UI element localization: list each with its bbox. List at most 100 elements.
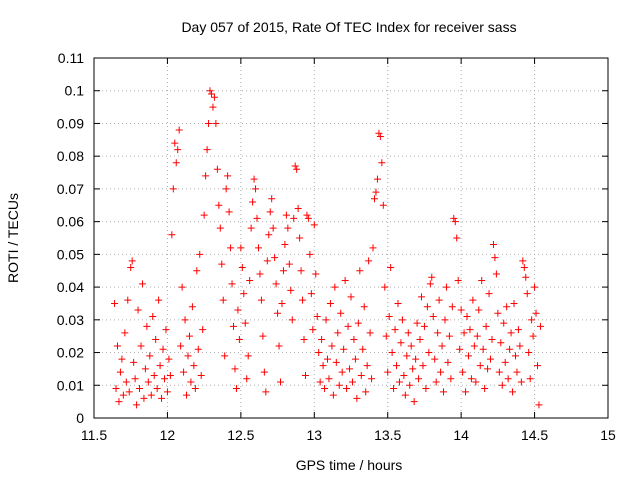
data-point [131,375,139,383]
data-point [165,355,173,363]
data-point [507,329,515,337]
data-point [225,208,233,216]
y-tick-label: 0.04 [57,279,84,295]
data-point [504,375,512,383]
data-point [407,342,415,350]
data-point [343,385,351,393]
data-point [166,371,174,379]
data-point [237,244,245,252]
data-point [215,201,223,209]
data-point [140,394,148,402]
data-point [442,283,450,291]
data-point [473,332,481,340]
x-tick-label: 13.5 [374,427,401,443]
data-point [113,342,121,350]
data-point [395,378,403,386]
data-point [193,267,201,275]
data-point [385,313,393,321]
data-point [338,368,346,376]
data-point [171,139,179,147]
data-point [172,159,180,167]
data-point [158,394,166,402]
data-point [384,368,392,376]
data-point [228,280,236,288]
data-point [128,257,136,265]
data-point [133,401,141,409]
data-point [234,306,242,314]
x-axis: 11.5 12 12.5 13 13.5 14 14.5 15 [81,58,616,443]
data-point [369,244,377,252]
data-point [463,313,471,321]
data-point [122,378,130,386]
data-point [253,214,261,222]
data-point [525,349,533,357]
data-point [227,244,235,252]
data-point [152,335,160,343]
data-point [397,339,405,347]
y-tick-label: 0.07 [57,181,84,197]
data-point [423,303,431,311]
data-point [185,332,193,340]
data-point [513,368,521,376]
data-point [491,254,499,262]
data-point [495,368,503,376]
data-point [359,345,367,353]
data-point [478,277,486,285]
data-point [257,296,265,304]
y-tick-label: 0.06 [57,214,84,230]
data-point [263,257,271,265]
data-point [429,313,437,321]
data-point [400,371,408,379]
data-point [260,368,268,376]
data-point [183,391,191,399]
data-point [303,211,311,219]
data-point [321,385,329,393]
data-point [520,263,528,271]
data-point [426,280,434,288]
data-point [393,362,401,370]
data-point [235,335,243,343]
data-point [312,270,320,278]
data-point [200,211,208,219]
data-point [348,378,356,386]
data-point [526,375,534,383]
data-point [299,296,307,304]
data-point [249,198,257,206]
data-point [517,378,525,386]
data-point [522,273,530,281]
plot-frame [93,57,609,419]
data-point [467,375,475,383]
data-point [125,388,133,396]
data-point [277,378,285,386]
data-point [297,267,305,275]
data-point [296,234,304,242]
data-point [326,299,334,307]
data-point [514,326,522,334]
data-point [534,362,542,370]
data-point [136,385,144,393]
data-point [466,326,474,334]
data-point [353,394,361,402]
data-point [216,224,224,232]
data-point [334,329,342,337]
data-point [230,322,238,330]
data-point [282,211,290,219]
data-points [111,87,544,409]
data-point [130,358,138,366]
data-point [247,224,255,232]
data-point [498,381,506,389]
x-tick-label: 13 [306,427,322,443]
data-point [244,352,252,360]
data-point [431,355,439,363]
data-point [325,375,333,383]
grid [94,58,608,418]
data-point [340,345,348,353]
data-point [438,342,446,350]
data-point [354,319,362,327]
data-point [454,277,462,285]
data-point [266,208,274,216]
data-point [510,299,518,307]
data-point [344,322,352,330]
data-point [445,332,453,340]
data-point [163,388,171,396]
